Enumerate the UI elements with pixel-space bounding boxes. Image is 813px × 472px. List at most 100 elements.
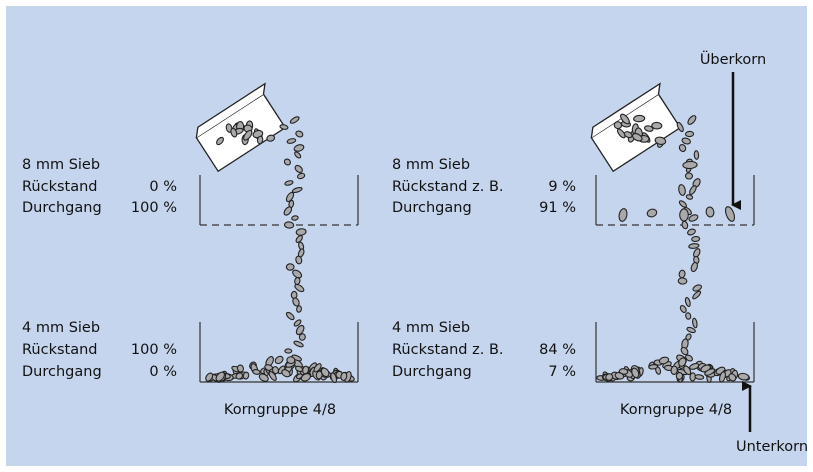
pebble	[271, 366, 279, 375]
sieve	[595, 322, 755, 382]
pebble	[677, 277, 688, 285]
pebble	[737, 372, 750, 381]
pebble	[215, 371, 225, 382]
pebble	[692, 284, 703, 292]
pebble	[684, 172, 693, 180]
pebble	[294, 277, 301, 285]
pebble	[620, 113, 630, 125]
pebble	[633, 114, 646, 123]
pebble	[690, 261, 698, 273]
sieve-label: 4 mm Sieb	[392, 320, 470, 336]
pebble	[279, 124, 289, 130]
pebble	[300, 373, 312, 382]
decoration	[195, 82, 755, 384]
pebble	[295, 255, 303, 265]
pebble	[692, 317, 698, 329]
pebble	[315, 370, 323, 380]
row-label: Rückstand z. B.	[392, 342, 504, 358]
pebble	[281, 369, 291, 378]
pebble	[613, 121, 623, 130]
row-label: Rückstand	[22, 342, 98, 358]
pebble	[658, 356, 670, 365]
sieve-label: 8 mm Sieb	[392, 157, 470, 173]
pebble	[293, 340, 304, 348]
pebble	[283, 221, 295, 229]
row-label: Durchgang	[22, 200, 102, 216]
pebble	[297, 172, 306, 180]
bucket-rim	[195, 82, 266, 138]
pebble	[313, 363, 322, 373]
pebble	[293, 144, 305, 152]
background	[6, 6, 807, 466]
pebble	[295, 235, 303, 243]
annotation: Unterkorn	[736, 439, 808, 455]
caption: Korngruppe 4/8	[620, 402, 732, 418]
pebble	[286, 356, 296, 365]
pebble	[678, 200, 688, 208]
pebble	[320, 367, 330, 378]
pebble	[252, 369, 261, 375]
row-label: Durchgang	[22, 364, 102, 380]
pebble	[330, 372, 338, 384]
row-value: 0 %	[149, 179, 177, 195]
pebble	[646, 208, 658, 218]
pebble	[688, 214, 699, 222]
pebble	[678, 184, 686, 196]
pebble	[295, 130, 304, 138]
row-label: Durchgang	[392, 200, 472, 216]
pebble	[295, 324, 305, 336]
pebble	[691, 236, 701, 242]
pebble	[274, 355, 284, 365]
sieve	[199, 175, 359, 225]
pebble	[724, 206, 736, 222]
pebble	[719, 371, 726, 383]
pebble	[618, 208, 628, 222]
row-label: Rückstand z. B.	[392, 179, 504, 195]
row-value: 84 %	[539, 342, 576, 358]
caption: Korngruppe 4/8	[224, 402, 336, 418]
pebble	[285, 191, 295, 203]
pebble	[679, 304, 687, 314]
pebble	[687, 115, 697, 125]
pebble	[670, 365, 678, 375]
pebble	[294, 151, 302, 159]
pebble	[679, 208, 689, 222]
pebble	[685, 312, 692, 320]
sieve-label: 4 mm Sieb	[22, 320, 100, 336]
pebble	[685, 354, 693, 362]
pebble	[728, 373, 737, 382]
pebble	[216, 136, 224, 146]
pebble	[678, 269, 686, 279]
pebble	[616, 128, 626, 139]
labels: 8 mm Sieb Rückstand 0 % Durchgang 100 % 4 mm …	[22, 157, 732, 418]
pebble	[294, 283, 305, 293]
pebble	[289, 116, 300, 124]
sieve	[595, 175, 755, 225]
pebble	[631, 133, 643, 142]
pebble	[685, 194, 694, 200]
sieve-label: 8 mm Sieb	[22, 157, 100, 173]
pebble	[230, 127, 238, 138]
pebble	[266, 134, 276, 142]
pebble	[676, 121, 684, 133]
pebble	[689, 185, 697, 195]
pebble	[285, 311, 295, 321]
pebble	[682, 160, 698, 170]
row-value: 91 %	[539, 200, 576, 216]
row-value: 100 %	[131, 200, 177, 216]
pebble	[687, 228, 696, 236]
pebble	[242, 371, 250, 380]
pebble	[688, 243, 700, 249]
pebble	[684, 130, 695, 138]
row-label: Rückstand	[22, 179, 98, 195]
pebble	[686, 326, 696, 334]
pebble	[235, 372, 244, 380]
pebble	[654, 136, 667, 145]
pebble	[293, 319, 302, 327]
pebble	[291, 186, 303, 194]
pebble	[651, 121, 663, 130]
pebble	[644, 125, 654, 132]
row-value: 100 %	[131, 342, 177, 358]
pebble	[256, 135, 264, 145]
pebble	[684, 296, 691, 308]
